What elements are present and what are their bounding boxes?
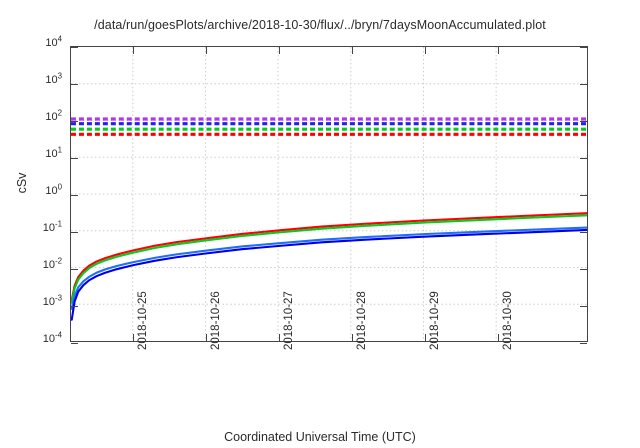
y-tick-mark: [580, 158, 587, 159]
y-tick-mark: [71, 306, 78, 307]
x-tick-mark: [133, 47, 134, 54]
x-tick-label: 2018-10-26: [209, 291, 222, 350]
x-tick-mark: [351, 47, 353, 54]
y-tick-mark: [71, 195, 78, 196]
y-tick-label: 10-4: [42, 330, 62, 345]
x-tick-label: 2018-10-27: [282, 291, 295, 350]
plot-frame: [70, 46, 588, 344]
x-tick-mark: [205, 334, 207, 341]
x-tick-mark: [497, 47, 499, 54]
y-tick-label: 100: [45, 182, 62, 197]
y-tick-mark: [580, 47, 587, 48]
x-tick-label: 2018-10-28: [355, 291, 368, 350]
y-tick-mark: [71, 269, 78, 270]
y-tick-mark: [71, 84, 78, 85]
x-tick-mark: [497, 334, 499, 341]
x-tick-mark: [424, 334, 426, 341]
x-tick-label: 2018-10-25: [137, 291, 149, 350]
y-tick-mark: [71, 232, 78, 233]
y-tick-mark: [580, 343, 587, 344]
chart-title: /data/run/goesPlots/archive/2018-10-30/f…: [94, 18, 546, 32]
y-tick-label: 103: [45, 71, 62, 86]
y-tick-mark: [580, 195, 587, 196]
y-tick-label: 101: [45, 145, 62, 160]
y-axis-label-container: cSv: [12, 0, 32, 448]
x-tick-mark: [278, 334, 280, 341]
gridlines: [71, 47, 587, 341]
x-tick-label: 2018-10-30: [501, 291, 514, 350]
y-tick-label: 104: [45, 34, 62, 49]
x-tick-mark: [351, 334, 353, 341]
y-tick-mark: [580, 269, 587, 270]
x-axis-label: Coordinated Universal Time (UTC): [224, 430, 416, 444]
x-tick-label: 2018-10-29: [428, 291, 441, 350]
y-tick-mark: [71, 121, 78, 122]
y-axis-label: cSv: [15, 172, 29, 194]
y-tick-mark: [71, 47, 78, 48]
x-tick-mark: [424, 47, 426, 54]
x-tick-mark: [133, 334, 134, 341]
y-tick-label: 10-2: [42, 256, 62, 271]
y-tick-label: 102: [45, 108, 62, 123]
y-tick-mark: [71, 343, 78, 344]
x-tick-mark: [205, 47, 207, 54]
y-tick-mark: [580, 232, 587, 233]
x-tick-mark: [278, 47, 280, 54]
y-tick-mark: [580, 121, 587, 122]
y-tick-mark: [580, 84, 587, 85]
y-tick-mark: [580, 306, 587, 307]
y-tick-label: 10-3: [42, 293, 62, 308]
y-tick-label: 10-1: [42, 219, 62, 234]
series-lines: [71, 117, 587, 321]
y-tick-mark: [71, 158, 78, 159]
